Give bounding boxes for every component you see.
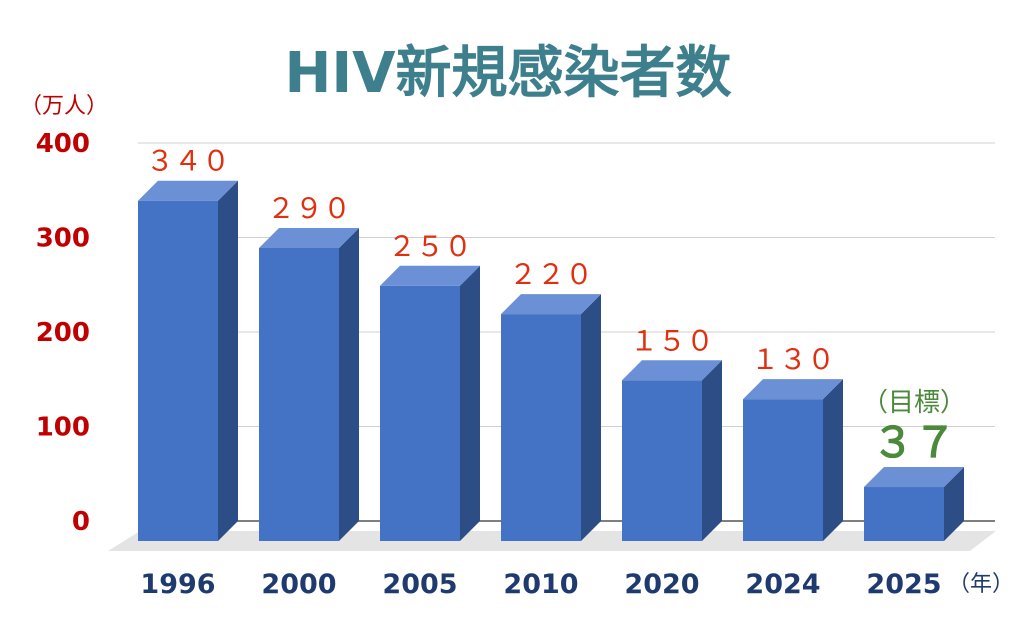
x-tick-label: 2005 [382, 569, 457, 600]
bar-front [380, 285, 460, 541]
chart-title: HIV新規感染者数 [284, 41, 731, 106]
x-tick-label: 2025 [866, 569, 941, 600]
bar-2010 [501, 294, 601, 541]
bar-top [622, 360, 722, 381]
x-tick-label: 2024 [745, 569, 820, 600]
value-labels: ３４０ ２９０ ２５０ ２２０ １５０ １３０ （目標）３７ [146, 145, 966, 467]
bar-top [501, 294, 601, 315]
y-unit-label: （万人） [20, 94, 108, 119]
bar-side [702, 360, 722, 541]
y-tick-label: 400 [36, 129, 90, 159]
value-label: １５０ [630, 324, 714, 357]
bar-top [138, 180, 238, 201]
bar-side [944, 467, 964, 541]
bar-2000 [259, 227, 359, 541]
value-label: １３０ [751, 343, 835, 376]
y-tick-label: 0 [72, 507, 90, 537]
bar-2020 [622, 360, 722, 541]
bar-top [380, 265, 480, 286]
x-tick-label: 2020 [624, 569, 699, 600]
bar-front [259, 247, 339, 541]
bar-front [138, 200, 218, 541]
x-tick-label: 2010 [503, 569, 578, 600]
value-label: ３４０ [146, 145, 230, 178]
y-tick-label: 300 [36, 224, 90, 254]
y-axis: 0 100 200 300 400 [36, 129, 90, 537]
y-tick-label: 100 [36, 413, 90, 443]
bar-2025 [864, 467, 964, 541]
value-label: ３７ [872, 418, 956, 467]
bar-front [501, 314, 581, 541]
value-label: ２２０ [509, 258, 593, 291]
bar-side [823, 379, 843, 541]
target-note-label: （目標） [862, 388, 966, 418]
bar-top [259, 227, 359, 248]
bar-side [218, 180, 238, 541]
value-label: ２９０ [267, 192, 351, 225]
bar-top [864, 467, 964, 488]
bar-side [460, 265, 480, 541]
bar-front [864, 487, 944, 541]
bar-2024 [743, 379, 843, 541]
bars [138, 180, 964, 541]
x-axis: 1996 2000 2005 2010 2020 2024 2025 [140, 569, 941, 600]
bar-front [622, 380, 702, 541]
x-unit-label: （年） [948, 572, 1014, 597]
x-tick-label: 1996 [140, 569, 215, 600]
bar-front [743, 399, 823, 541]
y-tick-label: 200 [36, 318, 90, 348]
bar-top [743, 379, 843, 400]
x-tick-label: 2000 [261, 569, 336, 600]
bar-1996 [138, 180, 238, 541]
value-label: ２５０ [388, 230, 472, 263]
bar-side [581, 294, 601, 541]
bar-side [339, 227, 359, 541]
bar-2005 [380, 265, 480, 541]
